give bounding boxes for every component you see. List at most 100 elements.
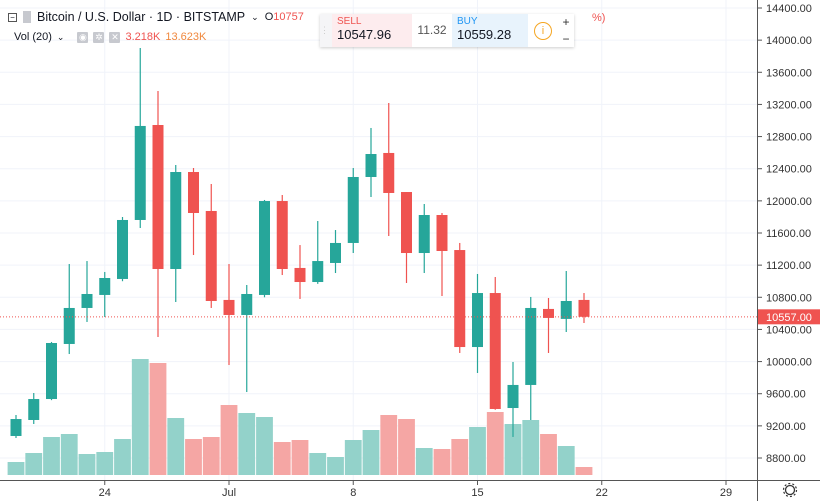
settings-gear-icon[interactable] xyxy=(782,482,798,498)
info-icon: i xyxy=(534,21,552,40)
volume-bar xyxy=(43,437,60,475)
candle-body xyxy=(312,261,324,283)
volume-label[interactable]: Vol (20) xyxy=(14,31,52,43)
candle xyxy=(10,415,22,438)
candle-body xyxy=(418,215,430,254)
grid xyxy=(0,0,757,480)
buy-label: BUY xyxy=(457,16,478,27)
volume-bar xyxy=(362,430,380,475)
candle-body xyxy=(28,399,40,420)
volume-bars xyxy=(7,359,593,475)
candle xyxy=(578,293,590,323)
candle-body xyxy=(560,300,572,319)
price-axis[interactable]: 14400.00 14000.00 13600.00 13200.00 12800.00… xyxy=(757,3,812,465)
close-icon[interactable]: ✕ xyxy=(109,31,121,43)
volume-bar xyxy=(344,440,362,475)
time-tick-label: 29 xyxy=(720,487,732,499)
volume-bar xyxy=(309,453,327,475)
candle-body xyxy=(401,192,412,254)
price-tick-label: 9600.00 xyxy=(766,389,806,401)
volume-bar xyxy=(25,453,43,475)
buy-price: 10559.28 xyxy=(457,27,512,42)
time-axis[interactable]: 24 Jul 8 15 22 29 xyxy=(99,480,733,499)
candles xyxy=(10,48,590,438)
candle xyxy=(152,91,164,337)
candle xyxy=(99,271,111,317)
spread-value: 11.32 xyxy=(417,23,447,37)
candle-body xyxy=(489,293,501,409)
volume-bar xyxy=(78,454,96,475)
plus-button[interactable]: + xyxy=(562,15,570,30)
price-tick-label: 10400.00 xyxy=(766,324,812,336)
volume-bar xyxy=(380,415,398,475)
volume-bar xyxy=(96,452,114,475)
candle xyxy=(454,242,466,353)
time-tick-label: 24 xyxy=(99,487,111,499)
chevron-down-icon[interactable]: ⌄ xyxy=(251,11,259,22)
volume-bar xyxy=(398,419,415,475)
price-tick-label: 10000.00 xyxy=(766,357,812,369)
candle-body xyxy=(152,125,164,269)
candle xyxy=(543,298,554,353)
volume-bar xyxy=(486,412,504,475)
candle xyxy=(560,271,572,332)
symbol-legend: − Bitcoin / U.S. Dollar · 1D · BITSTAMP … xyxy=(8,10,304,24)
volume-bar xyxy=(7,462,25,475)
time-tick-label: 15 xyxy=(471,487,483,499)
candle-body xyxy=(134,125,146,220)
candle-body xyxy=(259,201,270,295)
info-button[interactable]: i xyxy=(528,14,558,47)
candle-body xyxy=(525,307,537,385)
candle-body xyxy=(436,215,448,251)
minus-button[interactable]: − xyxy=(562,31,570,46)
candle xyxy=(276,194,288,276)
drag-handle-icon[interactable]: ⋮⋮ xyxy=(320,14,338,47)
volume-bar xyxy=(202,437,220,475)
candle xyxy=(28,392,40,425)
volume-bar xyxy=(575,467,593,475)
candle-body xyxy=(472,293,483,348)
price-tick-label: 14000.00 xyxy=(766,35,812,47)
buy-button[interactable]: BUY 10559.28 xyxy=(452,14,528,47)
chevron-down-icon[interactable]: ⌄ xyxy=(56,31,65,42)
candle-body xyxy=(578,299,590,317)
candle-body xyxy=(383,152,395,193)
candle xyxy=(472,273,483,373)
sell-button[interactable]: SELL 10547.96 xyxy=(332,14,412,47)
price-tick-label: 13600.00 xyxy=(766,67,812,79)
candle-body xyxy=(117,219,128,279)
candle xyxy=(436,212,448,296)
price-tick-label: 13200.00 xyxy=(766,99,812,111)
volume-bar xyxy=(522,420,540,475)
candle-body xyxy=(454,250,466,348)
time-tick-label: 22 xyxy=(596,487,608,499)
candle-body xyxy=(63,307,75,344)
ohlc-open: O10757 xyxy=(264,11,304,23)
candle xyxy=(170,165,182,302)
candle xyxy=(188,167,199,256)
volume-bar xyxy=(415,448,433,475)
trading-panel: ⋮⋮ SELL 10547.96 11.32 BUY 10559.28 i + … xyxy=(320,14,574,47)
candle xyxy=(330,230,341,274)
volume-bar xyxy=(60,434,78,475)
last-price-label: 10557.00 xyxy=(758,309,820,325)
candle xyxy=(347,167,359,254)
candle xyxy=(241,284,253,393)
volume-bar xyxy=(469,427,486,475)
collapse-icon[interactable]: − xyxy=(8,12,17,22)
candle-body xyxy=(294,267,306,283)
volume-bar xyxy=(114,439,131,475)
volume-bar xyxy=(131,359,149,475)
volume-ma-value: 13.623K xyxy=(165,31,207,43)
sell-label: SELL xyxy=(337,16,362,27)
gear-icon[interactable]: ✲ xyxy=(93,31,105,43)
symbol-title[interactable]: Bitcoin / U.S. Dollar · 1D · BITSTAMP xyxy=(37,10,246,24)
candle xyxy=(489,277,501,410)
volume-bar xyxy=(557,446,575,475)
candle xyxy=(117,217,128,282)
volume-bar xyxy=(149,363,167,475)
volume-value: 3.218K xyxy=(125,31,161,43)
eye-icon[interactable]: ◉ xyxy=(77,31,89,43)
price-tick-label: 12400.00 xyxy=(766,164,812,176)
